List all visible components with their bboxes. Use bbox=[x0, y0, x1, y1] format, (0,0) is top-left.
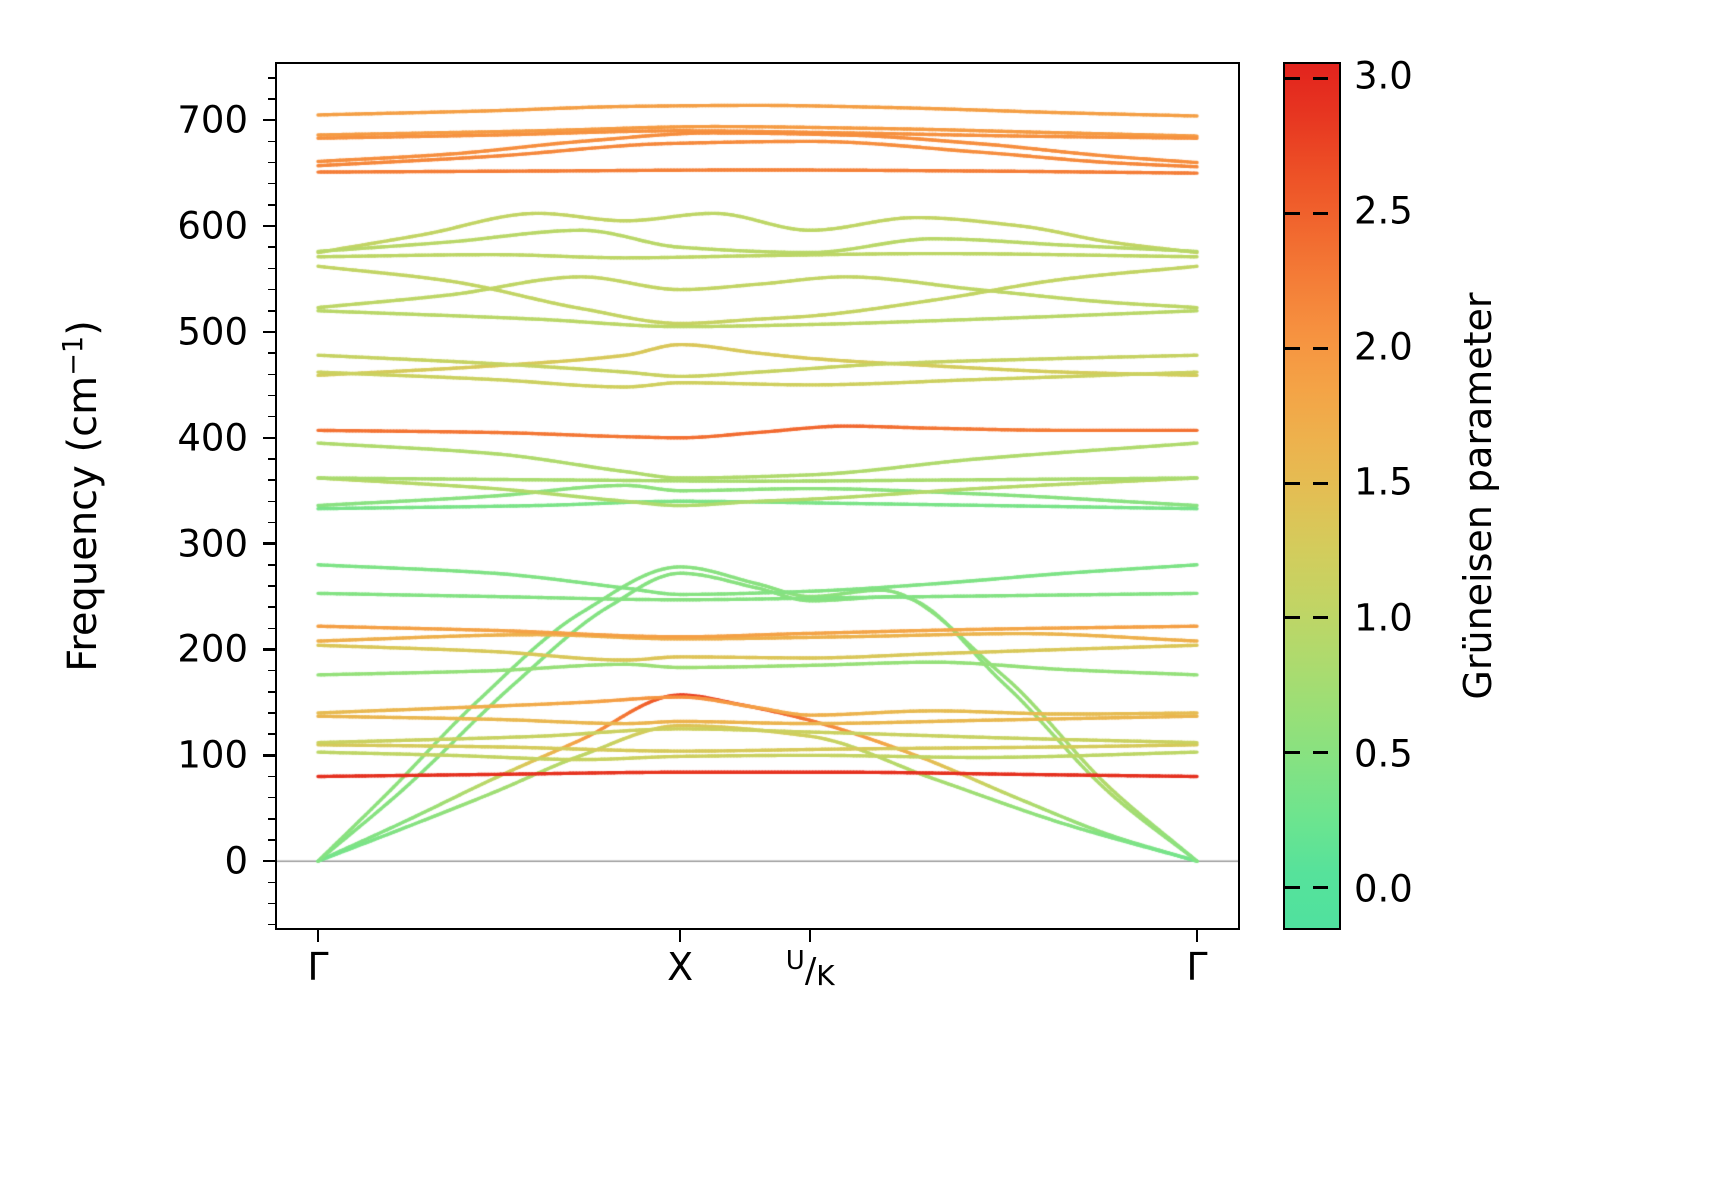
x-tick-label: Γ bbox=[1186, 945, 1208, 989]
y-minor-tick bbox=[268, 564, 275, 566]
y-minor-tick bbox=[268, 606, 275, 608]
y-minor-tick bbox=[268, 521, 275, 524]
x-tick bbox=[1195, 930, 1199, 942]
colorbar-tick-dash bbox=[1285, 751, 1339, 755]
colorbar-tick-label: 2.5 bbox=[1354, 189, 1413, 233]
y-tick-label: 200 bbox=[177, 627, 248, 671]
y-major-tick bbox=[263, 542, 275, 545]
y-axis-label-text: Frequency (cm bbox=[60, 375, 107, 672]
colorbar bbox=[1283, 62, 1341, 930]
y-minor-tick bbox=[268, 691, 275, 693]
y-major-tick bbox=[263, 118, 275, 122]
colorbar-label-text: Grüneisen parameter bbox=[1456, 292, 1500, 700]
y-minor-tick bbox=[268, 288, 275, 291]
colorbar-gradient bbox=[1285, 64, 1339, 928]
y-minor-tick bbox=[268, 712, 275, 714]
colorbar-tick-dash bbox=[1285, 76, 1339, 80]
y-minor-tick bbox=[268, 394, 275, 397]
y-minor-tick bbox=[268, 310, 275, 312]
colorbar-tick-label: 0.0 bbox=[1354, 867, 1413, 911]
x-tick-label-slash: / bbox=[804, 951, 817, 991]
y-minor-tick bbox=[268, 500, 275, 503]
x-tick bbox=[678, 930, 682, 942]
y-minor-tick bbox=[268, 182, 275, 185]
y-minor-tick bbox=[268, 204, 275, 206]
y-minor-tick bbox=[268, 627, 275, 630]
y-minor-tick bbox=[268, 267, 275, 270]
y-tick-label: 600 bbox=[177, 204, 248, 248]
y-minor-tick bbox=[268, 923, 275, 926]
y-axis-label-exponent: −1 bbox=[57, 335, 89, 376]
y-tick-label: 0 bbox=[224, 839, 248, 883]
x-tick-label: Γ bbox=[307, 945, 329, 989]
y-axis-label: Frequency (cm−1) bbox=[58, 320, 106, 672]
x-tick-label: X bbox=[667, 945, 694, 989]
colorbar-label: Grüneisen parameter bbox=[1456, 292, 1500, 699]
y-minor-tick bbox=[268, 373, 275, 376]
x-tick bbox=[808, 930, 812, 942]
x-tick bbox=[316, 930, 320, 942]
colorbar-tick-dash bbox=[1285, 346, 1339, 350]
colorbar-tick-dash bbox=[1285, 616, 1339, 620]
colorbar-tick-label: 0.5 bbox=[1354, 732, 1413, 776]
y-minor-tick bbox=[268, 98, 275, 100]
colorbar-tick-label: 1.0 bbox=[1354, 596, 1413, 640]
band-structure-canvas bbox=[275, 62, 1240, 930]
y-major-tick bbox=[263, 648, 275, 651]
y-major-tick bbox=[263, 859, 275, 863]
y-minor-tick bbox=[268, 839, 275, 841]
y-major-tick bbox=[263, 330, 275, 334]
y-minor-tick bbox=[268, 479, 275, 481]
y-minor-tick bbox=[268, 733, 275, 735]
y-minor-tick bbox=[268, 458, 275, 460]
y-minor-tick bbox=[268, 818, 275, 820]
y-tick-label: 400 bbox=[177, 416, 248, 460]
colorbar-tick-label: 2.0 bbox=[1354, 325, 1413, 369]
y-tick-label: 100 bbox=[177, 733, 248, 777]
y-major-tick bbox=[263, 224, 275, 228]
colorbar-tick-label: 3.0 bbox=[1354, 54, 1413, 98]
y-minor-tick bbox=[268, 796, 275, 799]
y-minor-tick bbox=[268, 77, 275, 79]
colorbar-tick-dash bbox=[1285, 481, 1339, 485]
y-minor-tick bbox=[268, 140, 275, 143]
y-axis-label-suffix: ) bbox=[60, 320, 107, 336]
y-minor-tick bbox=[268, 775, 275, 778]
y-major-tick bbox=[263, 754, 275, 757]
y-minor-tick bbox=[268, 415, 275, 418]
y-tick-label: 700 bbox=[177, 98, 248, 142]
x-tick-label-sup: U bbox=[785, 946, 805, 976]
y-minor-tick bbox=[268, 902, 275, 905]
colorbar-tick-dash bbox=[1285, 211, 1339, 215]
x-tick-label-sub: K bbox=[816, 959, 835, 992]
y-major-tick bbox=[263, 436, 275, 440]
x-tick-label: U/K bbox=[786, 948, 835, 990]
y-tick-label: 500 bbox=[177, 310, 248, 354]
y-tick-label: 300 bbox=[177, 522, 248, 566]
y-minor-tick bbox=[268, 352, 275, 354]
colorbar-tick-dash bbox=[1285, 886, 1339, 890]
colorbar-tick-label: 1.5 bbox=[1354, 460, 1413, 504]
y-minor-tick bbox=[268, 585, 275, 587]
y-minor-tick bbox=[268, 669, 275, 672]
y-minor-tick bbox=[268, 881, 275, 884]
y-minor-tick bbox=[268, 161, 275, 164]
y-minor-tick bbox=[268, 246, 275, 248]
